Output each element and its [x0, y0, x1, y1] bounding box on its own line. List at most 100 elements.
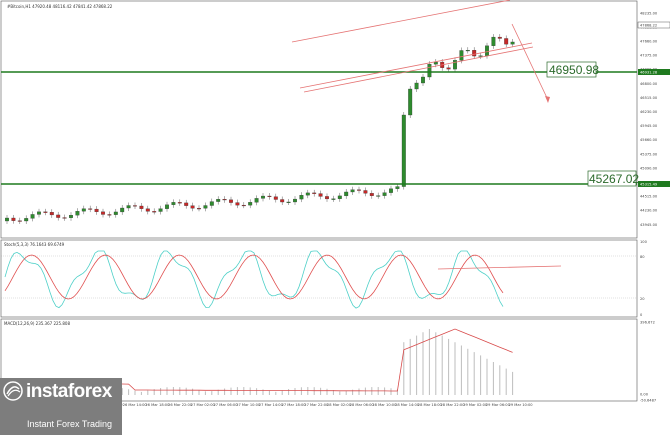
- candle-body: [357, 189, 361, 191]
- candle-body: [241, 204, 246, 207]
- candle-body: [133, 205, 137, 207]
- candle-body: [497, 36, 502, 39]
- candle-body: [331, 198, 336, 200]
- candle-body: [491, 36, 496, 46]
- candle-body: [337, 195, 342, 199]
- logo-tagline: Instant Forex Trading: [27, 419, 113, 429]
- time-tick: 28 Mar 18:00: [418, 403, 443, 407]
- price-tick: 47375.00: [640, 54, 658, 58]
- candle-body: [273, 196, 278, 200]
- current-price-axis-value: 47868.22: [640, 23, 657, 27]
- channel-upper-line[interactable]: [291, 0, 511, 43]
- candle-body: [446, 67, 451, 70]
- candle-body: [389, 188, 393, 193]
- time-tick: 28 Mar 22:00: [441, 403, 466, 407]
- candle-body: [312, 192, 317, 194]
- time-tick: 26 Mar 22:00: [168, 403, 193, 407]
- candle-body: [235, 202, 240, 206]
- candle-body: [88, 208, 93, 210]
- candle-body: [177, 202, 182, 204]
- candle-body: [350, 189, 355, 193]
- channel-lower-line-2[interactable]: [303, 46, 534, 93]
- candle-body: [152, 211, 157, 213]
- price-tick: 45660.00: [640, 138, 658, 142]
- channel-lower-line[interactable]: [299, 42, 533, 89]
- stoch-resistance-line[interactable]: [437, 265, 562, 270]
- candle-body: [504, 38, 509, 45]
- candle-body: [401, 114, 406, 187]
- candle-body: [465, 50, 470, 52]
- candle-body: [203, 205, 208, 209]
- time-tick: 28 Mar 10:00: [372, 403, 397, 407]
- price-panel[interactable]: [0, 0, 638, 239]
- candle-body: [267, 195, 272, 197]
- instaforex-mark-icon: [3, 381, 23, 401]
- price-tick: 43945.00: [640, 223, 658, 227]
- time-tick: 28 Mar 14:00: [395, 403, 420, 407]
- candle-body: [395, 186, 400, 189]
- candle-body: [69, 214, 73, 218]
- price-tick: 48235.00: [640, 11, 658, 15]
- time-tick: 26 Mar 14:00: [123, 403, 148, 407]
- time-tick: 29 Mar 10:00: [509, 403, 534, 407]
- macd-header: MACD(12,26,9) 235.367 225.808: [4, 321, 70, 326]
- support-label-box: [587, 170, 637, 187]
- time-tick: 26 Mar 18:00: [145, 403, 170, 407]
- stoch-tick: 20: [640, 297, 645, 301]
- candle-body: [305, 192, 310, 196]
- candle-body: [299, 195, 304, 200]
- time-tick: 27 Mar 10:00: [236, 403, 261, 407]
- logo-name: instaforex: [26, 381, 112, 402]
- macd-axis: 396.672 0.00 -50.6487: [640, 321, 656, 403]
- candle-body: [485, 45, 489, 56]
- price-tick: 45090.00: [640, 166, 658, 170]
- candle-body: [56, 214, 61, 218]
- candle-body: [17, 220, 22, 222]
- candle-body: [408, 88, 413, 116]
- forecast-arrowhead-icon: [545, 96, 550, 103]
- stoch-main-line: [4, 250, 504, 309]
- candle-body: [197, 208, 201, 210]
- symbol-header: #Bitcoin,H1 47920.48 48116.42 47841.42 4…: [7, 4, 113, 9]
- candle-body: [318, 193, 323, 197]
- time-tick: 29 Mar 06:00: [486, 403, 511, 407]
- candle-body: [254, 198, 259, 203]
- candle-body: [293, 198, 297, 203]
- candle-body: [414, 82, 419, 90]
- candle-body: [261, 195, 265, 199]
- candle-body: [120, 207, 125, 213]
- candle-body: [376, 195, 381, 197]
- candlesticks: [5, 34, 515, 224]
- candle-body: [453, 60, 457, 70]
- candle-body: [510, 41, 515, 45]
- time-tick: 28 Mar 06:00: [350, 403, 375, 407]
- candle-body: [286, 201, 291, 203]
- resistance-label-box: [546, 61, 597, 78]
- macd-tick: 396.672: [640, 321, 655, 325]
- support-axis-value: 45315.49: [640, 182, 658, 186]
- candle-body: [248, 202, 253, 206]
- candle-body: [145, 208, 150, 212]
- candle-body: [126, 205, 131, 209]
- candle-body: [369, 193, 374, 196]
- price-tick: 46515.00: [640, 96, 658, 100]
- time-tick: 29 Mar 02:00: [463, 403, 488, 407]
- stochastic-axis: 100 80 20 0: [640, 240, 648, 317]
- candle-body: [113, 211, 118, 215]
- time-tick: 28 Mar 02:00: [327, 403, 352, 407]
- time-tick: 27 Mar 18:00: [282, 403, 307, 407]
- time-tick: 27 Mar 02:00: [191, 403, 216, 407]
- stoch-tick: 0: [640, 313, 643, 317]
- candle-body: [325, 196, 329, 200]
- candle-body: [433, 61, 438, 65]
- price-tick: 46230.00: [640, 110, 658, 114]
- price-axis: 48235.0047950.0047660.0047375.0047090.00…: [640, 11, 658, 227]
- stochastic-panel[interactable]: [0, 239, 638, 318]
- candle-body: [216, 199, 221, 202]
- candle-body: [24, 218, 29, 222]
- resistance-axis-value: 46931.28: [640, 70, 658, 74]
- candle-body: [229, 199, 233, 203]
- candle-body: [165, 204, 169, 209]
